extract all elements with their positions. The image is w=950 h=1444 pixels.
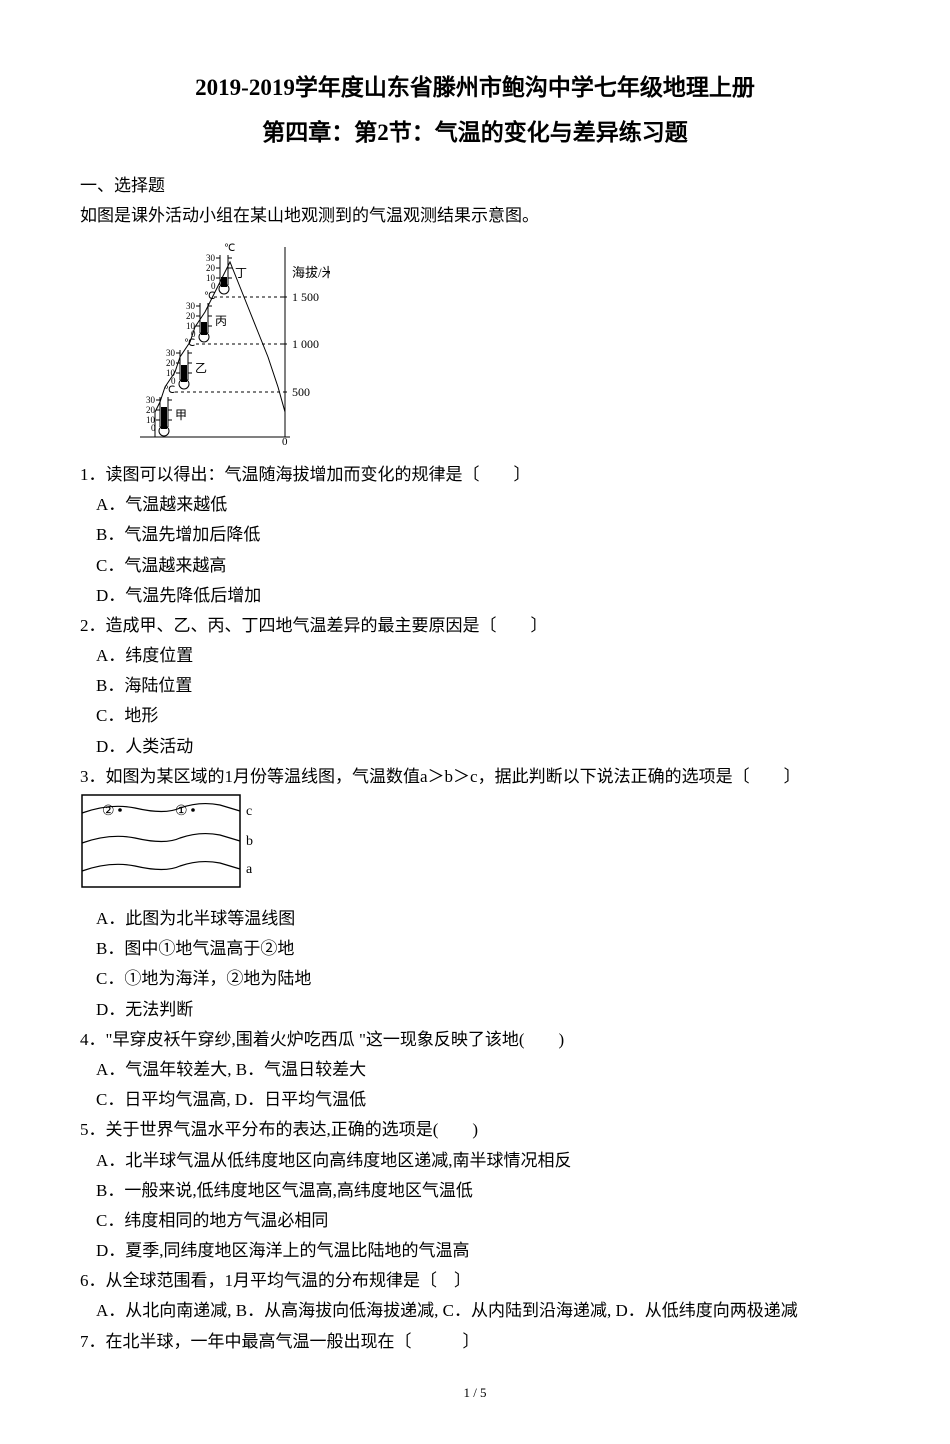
thermometer-jia: ℃ 30 20 10 0 甲 — [146, 385, 187, 436]
svg-text:丁: 丁 — [235, 266, 247, 280]
alt-1500: 1 500 — [292, 290, 319, 304]
q5-opt-d: D．夏季,同纬度地区海洋上的气温比陆地的气温高 — [96, 1237, 870, 1264]
q3-opt-b: B．图中①地气温高于②地 — [96, 935, 870, 962]
thermometer-bing: ℃ 30 20 10 0 丙 — [186, 291, 227, 342]
altitude-label: 海拔/米 — [292, 265, 330, 280]
q3-opt-d: D．无法判断 — [96, 996, 870, 1023]
svg-text:20: 20 — [206, 263, 216, 273]
svg-text:30: 30 — [186, 301, 196, 311]
q6-stem: 6．从全球范围看，1月平均气温的分布规律是〔 〕 — [80, 1267, 870, 1294]
q2-opt-b: B．海陆位置 — [96, 672, 870, 699]
q2-opt-c: C．地形 — [96, 702, 870, 729]
svg-text:丙: 丙 — [215, 314, 227, 328]
svg-text:℃: ℃ — [204, 291, 215, 302]
q4-stem: 4．"早穿皮袄午穿纱,围着火炉吃西瓜 "这一现象反映了该地( ) — [80, 1026, 870, 1053]
q5-stem: 5．关于世界气温水平分布的表达,正确的选项是( ) — [80, 1116, 870, 1143]
svg-text:30: 30 — [146, 395, 156, 405]
figure-isotherm: ② ① c b a — [80, 793, 870, 891]
svg-text:0: 0 — [211, 281, 216, 291]
intro-text: 如图是课外活动小组在某山地观测到的气温观测结果示意图。 — [80, 202, 870, 229]
q2-stem: 2．造成甲、乙、丙、丁四地气温差异的最主要原因是〔 〕 — [80, 612, 870, 639]
title-line-1: 2019-2019学年度山东省滕州市鲍沟中学七年级地理上册 — [80, 70, 870, 107]
svg-text:20: 20 — [166, 358, 176, 368]
iso-b: b — [246, 834, 253, 849]
q7-stem: 7．在北半球，一年中最高气温一般出现在〔 〕 — [80, 1328, 870, 1355]
q1-opt-b: B．气温先增加后降低 — [96, 521, 870, 548]
q4-opt-cd: C．日平均气温高, D．日平均气温低 — [96, 1086, 870, 1113]
q5-opt-c: C．纬度相同的地方气温必相同 — [96, 1207, 870, 1234]
svg-text:乙: 乙 — [195, 361, 207, 375]
svg-text:0: 0 — [151, 423, 156, 433]
q5-opt-a: A．北半球气温从低纬度地区向高纬度地区递减,南半球情况相反 — [96, 1147, 870, 1174]
svg-text:20: 20 — [186, 311, 196, 321]
q3-opt-c: C．①地为海洋，②地为陆地 — [96, 965, 870, 992]
svg-text:30: 30 — [206, 253, 216, 263]
marker-1: ① — [175, 804, 188, 819]
q1-opt-a: A．气温越来越低 — [96, 491, 870, 518]
iso-c: c — [246, 804, 252, 819]
page-number: 1 / 5 — [80, 1383, 870, 1404]
q1-opt-d: D．气温先降低后增加 — [96, 582, 870, 609]
svg-text:甲: 甲 — [175, 408, 187, 422]
q2-opt-a: A．纬度位置 — [96, 642, 870, 669]
q3-opt-a: A．此图为北半球等温线图 — [96, 905, 870, 932]
section-header: 一、选择题 — [80, 172, 870, 199]
svg-text:℃: ℃ — [224, 243, 235, 254]
alt-1000: 1 000 — [292, 337, 319, 351]
svg-text:20: 20 — [146, 405, 156, 415]
alt-500: 500 — [292, 385, 310, 399]
q4-opt-ab: A．气温年较差大, B．气温日较差大 — [96, 1056, 870, 1083]
q5-opt-b: B．一般来说,低纬度地区气温高,高纬度地区气温低 — [96, 1177, 870, 1204]
thermometer-yi: ℃ 30 20 10 0 乙 — [166, 338, 207, 389]
svg-text:0: 0 — [282, 436, 288, 447]
q1-opt-c: C．气温越来越高 — [96, 552, 870, 579]
marker-2: ② — [102, 804, 115, 819]
svg-text:℃: ℃ — [164, 385, 175, 396]
title-line-2: 第四章：第2节：气温的变化与差异练习题 — [80, 115, 870, 152]
figure-mountain-temperature: 海拔/米 1 500 1 000 500 0 ℃ 30 20 10 0 丁 ℃ — [120, 237, 870, 447]
iso-a: a — [246, 862, 253, 877]
q3-stem: 3．如图为某区域的1月份等温线图，气温数值a＞b＞c，据此判断以下说法正确的选项… — [80, 763, 870, 790]
q2-opt-d: D．人类活动 — [96, 733, 870, 760]
svg-text:℃: ℃ — [184, 338, 195, 349]
q6-opts: A．从北向南递减, B．从高海拔向低海拔递减, C．从内陆到沿海递减, D．从低… — [96, 1297, 870, 1324]
svg-text:30: 30 — [166, 348, 176, 358]
q1-stem: 1．读图可以得出：气温随海拔增加而变化的规律是〔 〕 — [80, 461, 870, 488]
